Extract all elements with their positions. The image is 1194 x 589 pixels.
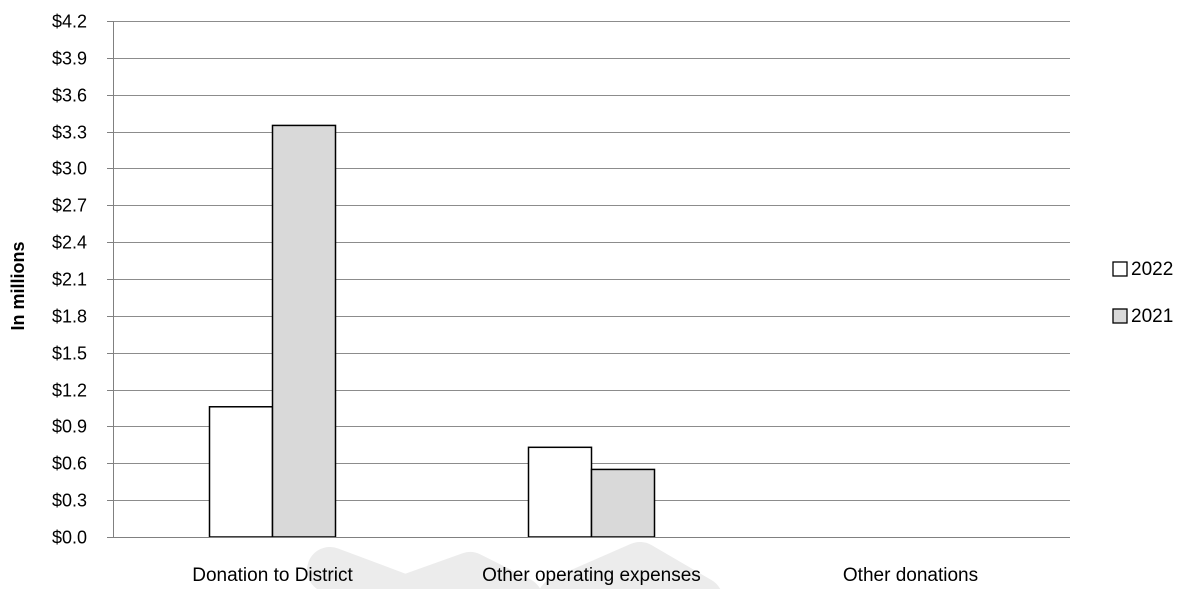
y-tick-label: $3.9: [52, 49, 87, 69]
legend-swatch-2022: [1112, 261, 1128, 277]
y-tick-label: $2.4: [52, 233, 87, 253]
x-category-label: Donation to District: [192, 565, 353, 586]
legend-label: 2022: [1131, 259, 1173, 280]
y-tick-label: $2.7: [52, 196, 87, 216]
x-category-label: Other donations: [843, 565, 978, 586]
y-tick-label: $2.1: [52, 270, 87, 290]
legend-swatch-2021: [1112, 308, 1128, 324]
legend-label: 2021: [1131, 306, 1173, 327]
y-tick-label: $1.8: [52, 307, 87, 327]
y-axis-label: In millions: [8, 241, 28, 330]
y-tick-label: $4.2: [52, 12, 87, 32]
y-tick-label: $3.3: [52, 123, 87, 143]
watermark-shape: [307, 542, 721, 589]
bar-2021-1: [590, 468, 656, 538]
bars: [208, 124, 656, 538]
legend: 2022 2021: [1112, 259, 1173, 327]
y-tick-label: $0.0: [52, 528, 87, 548]
x-category-labels: Donation to District Other operating expe…: [192, 565, 978, 586]
y-tick-labels: $0.0 $0.3 $0.6 $0.9 $1.2 $1.5 $1.8 $2.1 $2.4 $2.7…: [52, 12, 113, 548]
x-category-label: Other operating expenses: [482, 565, 701, 586]
y-tick-label: $1.5: [52, 344, 87, 364]
bar-2022-0: [208, 406, 274, 538]
bar-2022-1: [527, 446, 593, 538]
y-tick-label: $3.0: [52, 159, 87, 179]
bar-2021-0: [271, 124, 337, 538]
y-tick-label: $0.6: [52, 454, 87, 474]
y-tick-label: $1.2: [52, 381, 87, 401]
y-tick-label: $3.6: [52, 86, 87, 106]
y-tick-label: $0.9: [52, 417, 87, 437]
y-tick-label: $0.3: [52, 491, 87, 511]
